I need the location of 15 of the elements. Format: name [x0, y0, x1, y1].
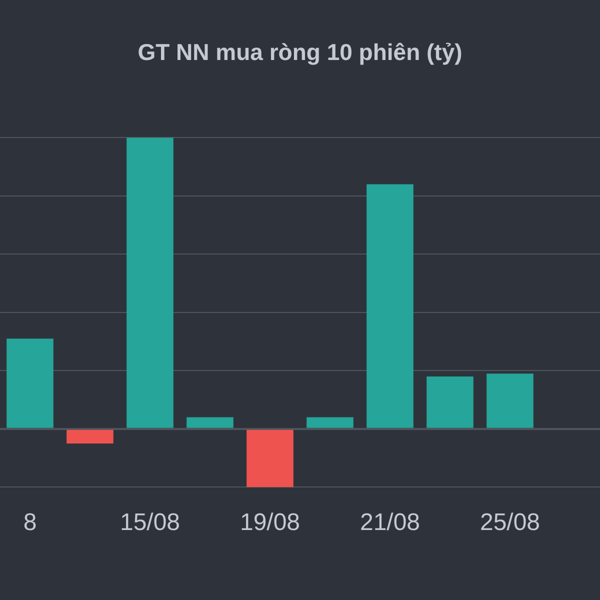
x-tick-label: 19/08 — [240, 509, 300, 536]
x-tick-label: 15/08 — [120, 509, 180, 536]
bar — [6, 338, 54, 428]
bar — [246, 430, 294, 488]
bar — [126, 138, 174, 428]
bar — [66, 430, 114, 444]
chart-title: GT NN mua ròng 10 phiên (tỷ) — [138, 39, 462, 66]
x-tick-label: 25/08 — [480, 509, 540, 536]
bar — [366, 184, 414, 428]
bar — [186, 417, 234, 428]
x-tick-label: 8 — [23, 509, 37, 536]
bar — [306, 417, 354, 428]
x-tick-label: 21/08 — [360, 509, 420, 536]
bar — [426, 376, 474, 428]
bar — [486, 374, 534, 428]
